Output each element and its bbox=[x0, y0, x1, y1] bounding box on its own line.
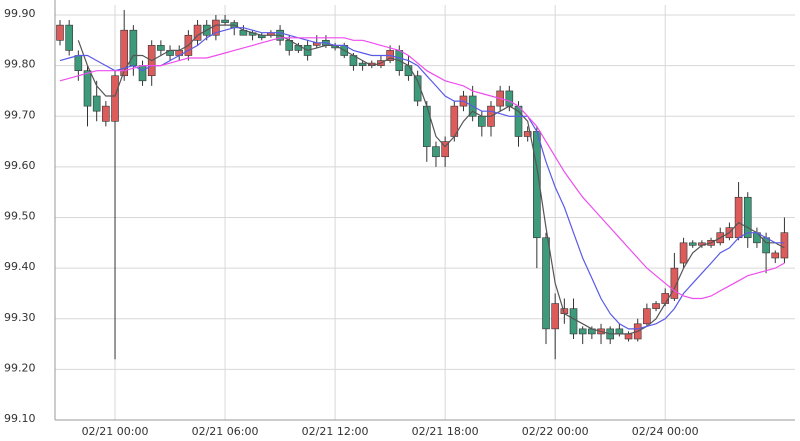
candle-body bbox=[138, 65, 147, 82]
y-tick-label: 99.50 bbox=[4, 210, 36, 223]
candle-body bbox=[771, 252, 780, 259]
y-tick-label: 99.60 bbox=[4, 159, 36, 172]
candle-body bbox=[478, 115, 486, 127]
candle-body bbox=[679, 242, 688, 264]
candle-body bbox=[688, 242, 697, 246]
candle-body bbox=[92, 95, 101, 112]
candle-body bbox=[551, 303, 559, 330]
candle-body bbox=[102, 105, 110, 122]
candle-body bbox=[432, 146, 440, 158]
candle-body bbox=[441, 141, 449, 158]
candle-body bbox=[56, 24, 64, 41]
y-tick-label: 99.30 bbox=[4, 311, 36, 324]
candle-body bbox=[505, 90, 514, 107]
moving-average-line bbox=[77, 24, 785, 335]
y-tick-label: 99.20 bbox=[4, 361, 36, 374]
candle-body bbox=[624, 333, 633, 340]
candle-body bbox=[615, 328, 624, 335]
y-tick-label: 99.10 bbox=[4, 412, 36, 425]
candle-body bbox=[157, 45, 165, 51]
candle-body bbox=[65, 24, 73, 51]
y-tick-label: 99.40 bbox=[4, 260, 36, 273]
y-tick-label: 99.90 bbox=[4, 7, 36, 20]
candle-body bbox=[743, 196, 752, 239]
candle-body bbox=[83, 70, 92, 107]
x-tick-label: 02/24 00:00 bbox=[632, 425, 699, 438]
candle-body bbox=[652, 303, 660, 309]
candle-body bbox=[111, 75, 119, 122]
candle-body bbox=[578, 328, 587, 335]
candle-body bbox=[413, 75, 422, 102]
candle-body bbox=[358, 62, 367, 66]
x-tick-label: 02/22 00:00 bbox=[522, 425, 589, 438]
candle-body bbox=[734, 196, 743, 239]
candle-body bbox=[569, 308, 578, 335]
x-tick-label: 02/21 06:00 bbox=[192, 425, 259, 438]
moving-average-line bbox=[59, 27, 785, 330]
candle-body bbox=[670, 267, 679, 299]
candle-body bbox=[523, 131, 532, 137]
candle-body bbox=[643, 308, 651, 325]
candle-body bbox=[780, 232, 789, 259]
y-tick-label: 99.80 bbox=[4, 58, 36, 71]
x-tick-label: 02/21 00:00 bbox=[82, 425, 149, 438]
x-tick-label: 02/21 12:00 bbox=[302, 425, 369, 438]
moving-average-line bbox=[59, 37, 785, 300]
x-tick-label: 02/21 18:00 bbox=[412, 425, 479, 438]
y-tick-label: 99.70 bbox=[4, 108, 36, 121]
candle-body bbox=[120, 29, 128, 77]
candle-body bbox=[74, 55, 83, 71]
candle-body bbox=[542, 237, 550, 330]
candle-body bbox=[221, 19, 229, 23]
